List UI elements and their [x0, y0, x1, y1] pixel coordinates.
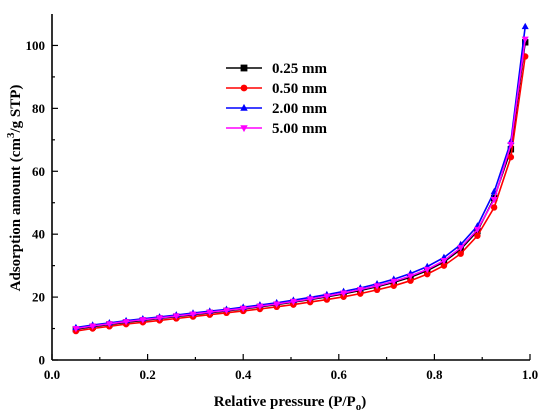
data-point-3-0 — [72, 325, 80, 333]
x-tick-label-0: 0.0 — [44, 367, 60, 382]
axes-layer: 0.0 0.2 0.4 0.6 0.8 1.0 0 20 40 60 80 100 — [26, 14, 538, 382]
data-point-2-27 — [521, 22, 529, 30]
data-point-1-23 — [457, 250, 464, 257]
y-axis-title-superscript: 3 — [5, 132, 17, 138]
data-point-3-25 — [490, 197, 498, 204]
legend-item-2: 2.00 mm — [226, 101, 327, 117]
legend-item-3: 5.00 mm — [226, 121, 327, 137]
series-line-2 — [75, 26, 526, 329]
data-point-1-25 — [490, 204, 498, 211]
data-point-3-14 — [306, 296, 314, 303]
data-point-3-27 — [521, 36, 529, 44]
legend-swatch-marker-1 — [240, 84, 248, 92]
x-tick-label-2: 0.4 — [235, 367, 252, 382]
data-point-3-22 — [440, 258, 448, 265]
y-tick-label-5: 100 — [26, 38, 46, 53]
data-point-3-17 — [356, 286, 364, 294]
x-axis-title-end: ) — [361, 394, 366, 410]
data-point-3-13 — [289, 298, 297, 306]
data-point-3-1 — [89, 323, 97, 330]
y-axis-title-main: Adsorption amount (cm — [8, 138, 24, 292]
series-line-1 — [75, 56, 526, 332]
data-point-3-11 — [256, 303, 264, 311]
series-line-3 — [75, 39, 526, 330]
legend-label-0: 0.25 mm — [272, 61, 327, 77]
legend-label-2: 2.00 mm — [272, 101, 327, 117]
data-point-3-18 — [373, 283, 381, 290]
data-point-3-9 — [222, 307, 230, 315]
data-point-3-2 — [105, 321, 113, 328]
data-point-3-3 — [122, 319, 130, 326]
legend-label-1: 0.50 mm — [272, 81, 327, 97]
data-point-3-5 — [156, 315, 164, 322]
data-point-3-19 — [390, 278, 398, 286]
x-tick-label-5: 1.0 — [522, 367, 538, 382]
x-tick-label-4: 0.8 — [426, 367, 443, 382]
legend-swatch-marker-3 — [240, 125, 248, 133]
legend-label-3: 5.00 mm — [272, 121, 327, 137]
data-point-3-6 — [172, 313, 180, 320]
y-tick-label-0: 0 — [39, 353, 46, 368]
y-tick-label-2: 40 — [32, 227, 45, 242]
legend-swatch-marker-0 — [240, 64, 248, 72]
plot-layer — [72, 22, 529, 335]
data-point-1-26 — [507, 153, 515, 161]
data-point-0-26 — [507, 146, 515, 153]
data-point-1-19 — [390, 282, 397, 289]
x-tick-label-1: 0.2 — [139, 367, 155, 382]
y-tick-label-4: 80 — [32, 101, 45, 116]
x-tick-label-3: 0.6 — [331, 367, 348, 382]
data-point-3-4 — [139, 317, 147, 324]
legend-item-0: 0.25 mm — [226, 61, 327, 77]
data-point-3-23 — [457, 245, 465, 252]
data-point-1-24 — [474, 232, 481, 239]
data-point-3-7 — [189, 311, 197, 318]
y-tick-label-3: 60 — [32, 164, 45, 179]
data-point-3-26 — [507, 141, 515, 149]
legend-item-1: 0.50 mm — [226, 81, 327, 97]
y-axis-title-end: /g STP) — [8, 85, 24, 134]
data-point-1-17 — [357, 290, 364, 297]
data-point-3-15 — [323, 293, 331, 300]
x-axis-title-main: Relative pressure (P/P — [214, 394, 356, 410]
data-point-1-22 — [440, 262, 448, 269]
data-point-3-8 — [206, 309, 214, 317]
data-point-3-16 — [340, 290, 348, 297]
data-point-1-18 — [373, 286, 381, 294]
series-3 — [72, 36, 529, 333]
x-axis-title-subscript: o — [356, 401, 362, 413]
data-point-3-24 — [473, 226, 481, 234]
legend: 0.25 mm 0.50 mm 2.00 mm 5.00 mm — [226, 61, 327, 137]
y-axis-title: Adsorption amount (cm3/g STP) — [5, 85, 24, 292]
data-point-3-12 — [273, 301, 281, 308]
data-point-1-21 — [424, 270, 431, 278]
data-point-3-10 — [239, 305, 247, 313]
data-point-3-21 — [423, 266, 431, 274]
y-tick-label-1: 20 — [32, 290, 45, 305]
legend-swatch-marker-2 — [240, 103, 248, 111]
x-axis-title: Relative pressure (P/Po) — [214, 394, 366, 413]
data-point-1-20 — [407, 277, 414, 284]
data-point-3-20 — [406, 273, 415, 280]
